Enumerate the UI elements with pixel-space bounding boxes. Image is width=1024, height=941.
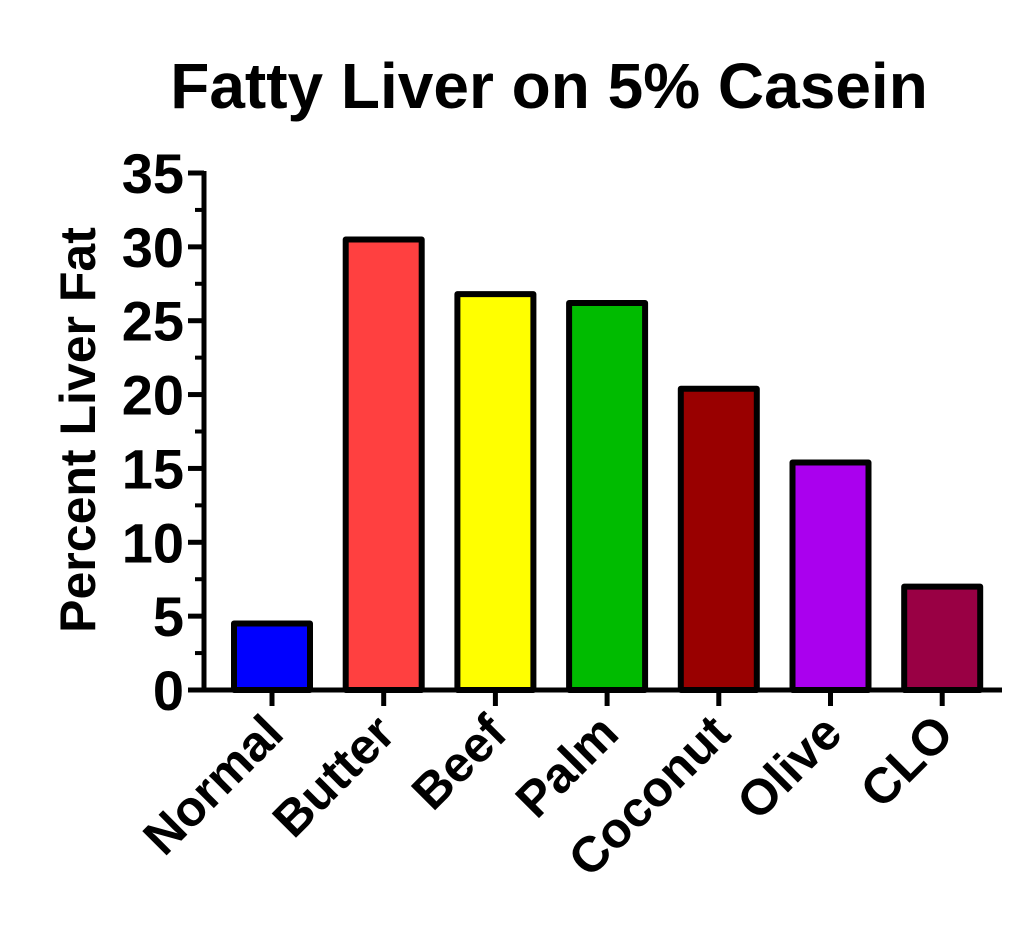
- y-tick-label: 15: [122, 437, 184, 500]
- bar-normal: [231, 620, 313, 693]
- x-tick-label-normal: Normal: [132, 704, 293, 865]
- chart-title: Fatty Liver on 5% Casein: [170, 50, 928, 122]
- y-tick-label: 10: [122, 511, 184, 574]
- bar-clo: [901, 583, 984, 693]
- x-tick-label-butter: Butter: [262, 704, 406, 848]
- bar-butter: [342, 236, 425, 693]
- x-tick-label-beef: Beef: [401, 704, 517, 820]
- bar-palm: [566, 300, 649, 693]
- bars-layer: [231, 236, 984, 693]
- x-tick-label-olive: Olive: [726, 704, 852, 830]
- y-tick-label: 30: [122, 216, 184, 279]
- y-tick-label: 0: [153, 659, 184, 722]
- y-tick-label: 35: [122, 142, 184, 205]
- bar-olive: [789, 459, 872, 693]
- bar-beef: [454, 291, 537, 693]
- y-axis-label: Percent Liver Fat: [50, 227, 106, 633]
- y-tick-label: 25: [122, 290, 184, 353]
- y-tick-label: 20: [122, 364, 184, 427]
- y-tick-label: 5: [153, 585, 184, 648]
- x-tick-label-clo: CLO: [850, 704, 964, 818]
- axes-layer: [188, 170, 1002, 706]
- bar-coconut: [677, 385, 760, 693]
